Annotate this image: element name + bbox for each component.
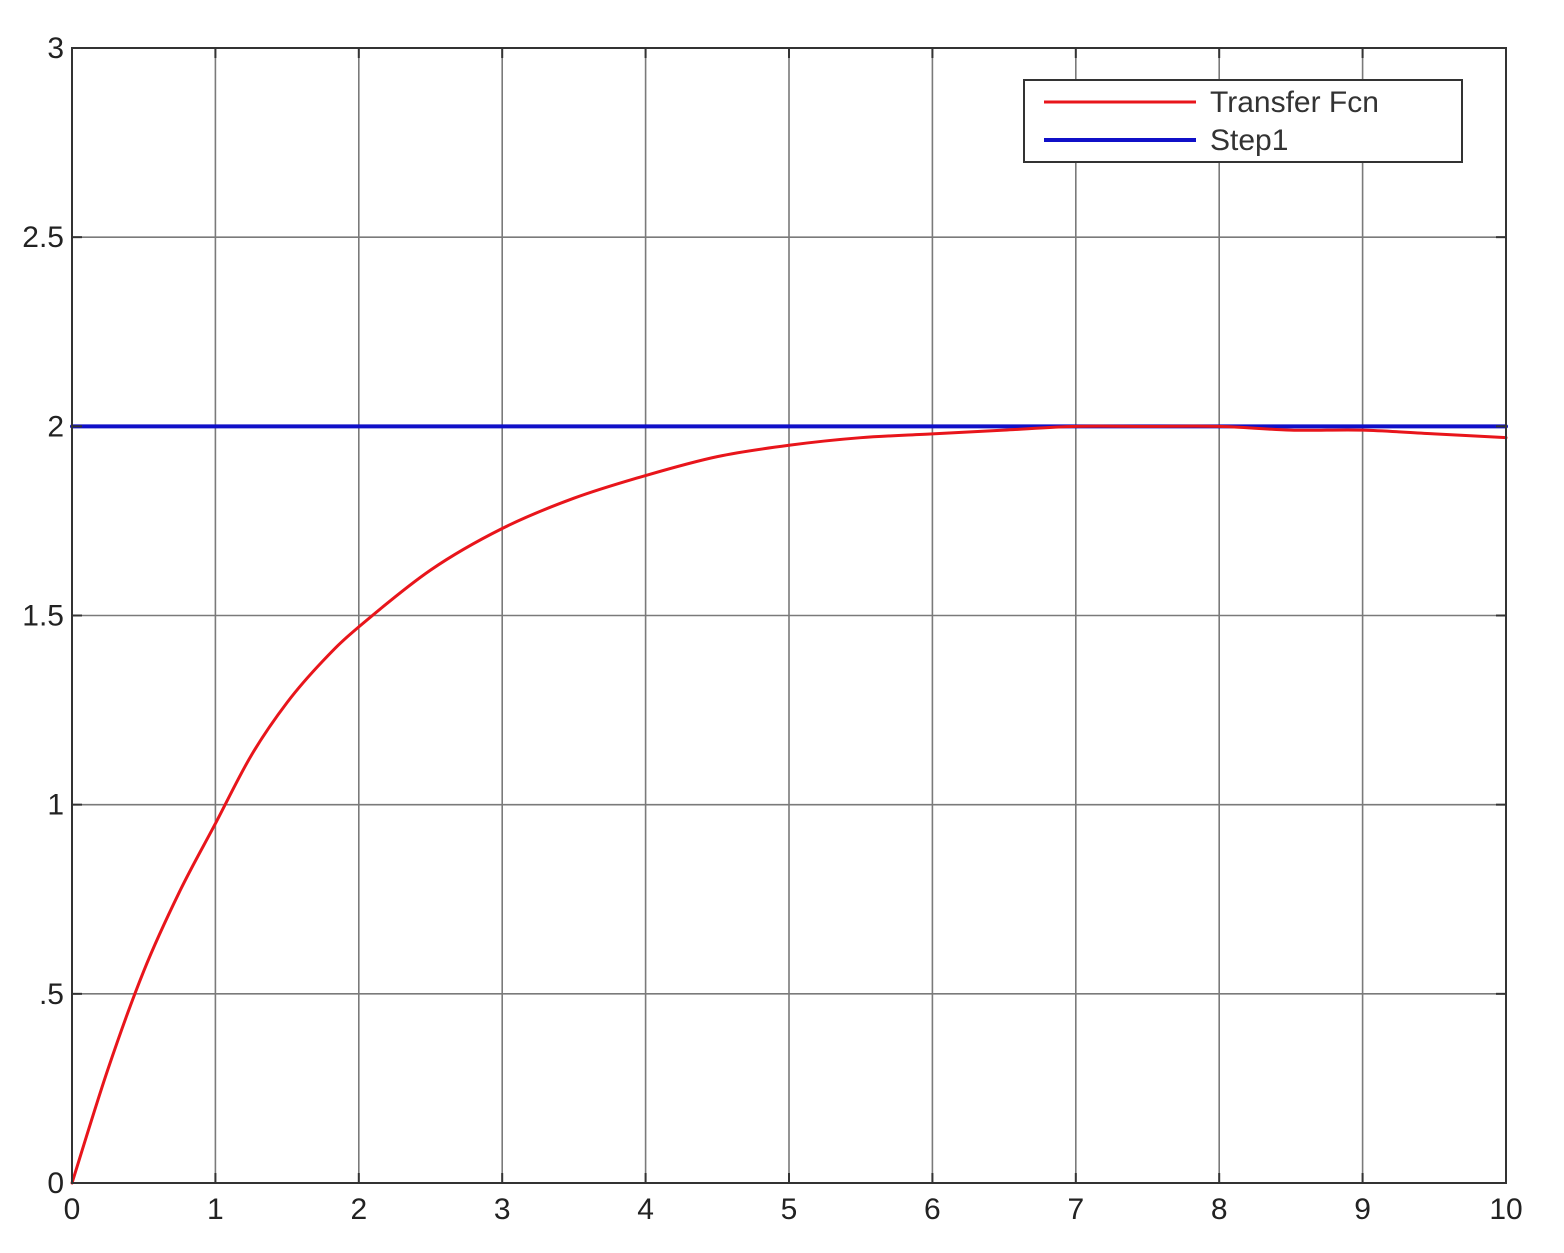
x-tick-label: 6 bbox=[924, 1193, 941, 1226]
legend-box bbox=[1023, 79, 1463, 163]
axis-ticks: 0 1 2 3 4 5 6 7 8 9 10 0 .5 1 1.5 2 2.5 3 bbox=[22, 32, 1522, 1226]
x-tick-label: 0 bbox=[64, 1193, 81, 1226]
series-line-transfer-fcn bbox=[70, 424, 1508, 1185]
y-tick-label: 2.5 bbox=[22, 221, 64, 254]
x-tick-label: 7 bbox=[1067, 1193, 1084, 1226]
x-tick-label: 1 bbox=[207, 1193, 224, 1226]
y-tick-label: 0 bbox=[47, 1167, 64, 1200]
series-group bbox=[70, 424, 1508, 1185]
x-tick-label: 8 bbox=[1211, 1193, 1228, 1226]
y-tick-label: .5 bbox=[39, 978, 64, 1011]
x-tick-label: 9 bbox=[1354, 1193, 1371, 1226]
legend-label: Step1 bbox=[1210, 124, 1288, 157]
y-tick-label: 1 bbox=[47, 789, 64, 822]
x-tick-label: 4 bbox=[637, 1193, 654, 1226]
x-tick-label: 5 bbox=[781, 1193, 798, 1226]
x-tick-label: 3 bbox=[494, 1193, 511, 1226]
y-tick-label: 1.5 bbox=[22, 600, 64, 633]
y-tick-label: 2 bbox=[47, 410, 64, 443]
legend-label: Transfer Fcn bbox=[1210, 86, 1379, 119]
grid-lines bbox=[72, 48, 1506, 1183]
legend: Transfer Fcn Step1 bbox=[1023, 79, 1463, 163]
x-tick-label: 2 bbox=[350, 1193, 367, 1226]
x-tick-label: 10 bbox=[1489, 1193, 1522, 1226]
y-tick-label: 3 bbox=[47, 32, 64, 65]
